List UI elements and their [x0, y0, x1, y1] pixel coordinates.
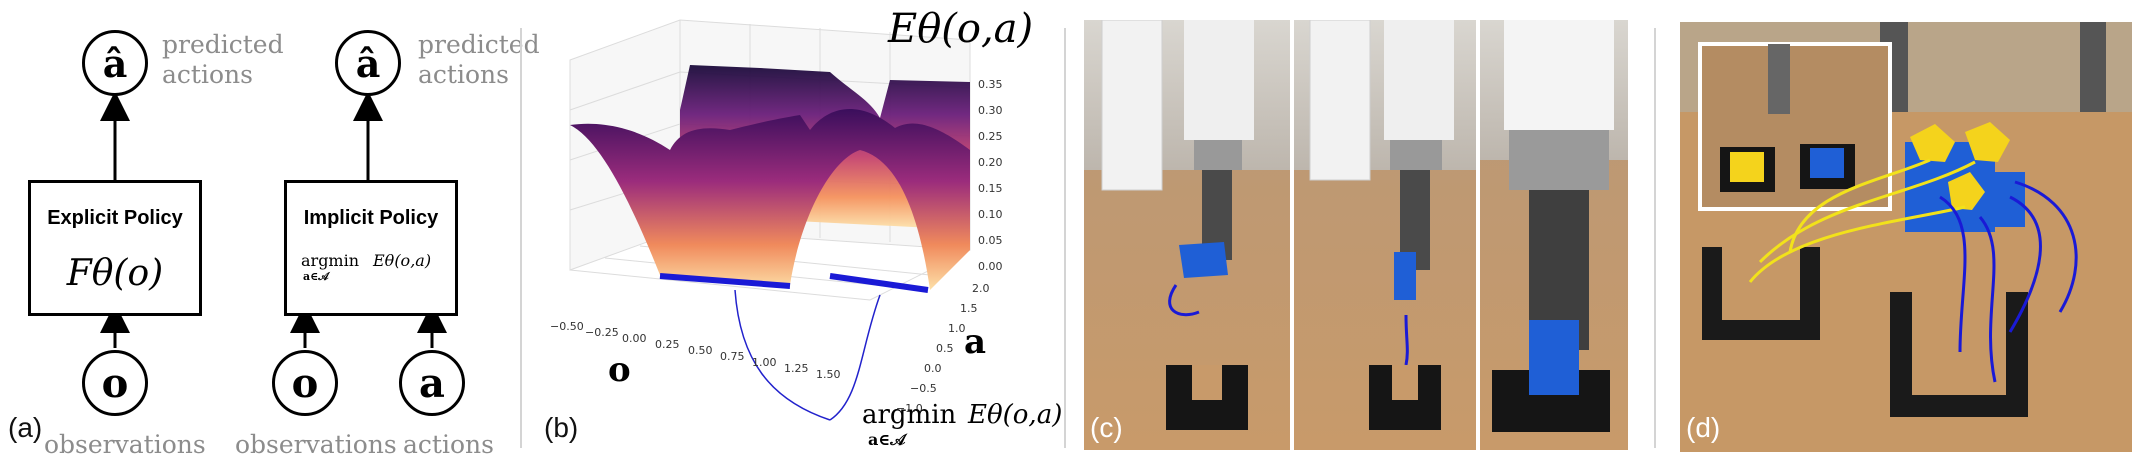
o-tick: 1.00 — [752, 356, 777, 369]
photo-frame-1 — [1084, 20, 1290, 450]
z-tick: 0.10 — [978, 208, 1003, 221]
implicit-policy-box: Implicit Policy argmin a∈𝒜 Eθ(o,a) — [284, 180, 458, 316]
o-tick: 0.00 — [622, 332, 647, 345]
axis-a-label: a — [964, 322, 987, 362]
z-tick: 0.00 — [978, 260, 1003, 273]
implicit-act-label: actions — [403, 430, 494, 459]
o-tick: 0.50 — [688, 344, 713, 357]
z-tick: 0.15 — [978, 182, 1003, 195]
a-tick: −0.5 — [910, 382, 937, 395]
z-axis-ticks: 0.35 0.30 0.25 0.20 0.15 0.10 0.05 0.00 — [978, 78, 1003, 273]
observation-symbol: o — [291, 359, 319, 407]
a-tick: −1.0 — [896, 402, 923, 415]
o-tick: 1.25 — [784, 362, 809, 375]
inset-start-state — [1698, 42, 1892, 211]
explicit-policy-formula: Fθ(o) — [66, 253, 164, 294]
explicit-policy-box: Explicit Policy Fθ(o) — [28, 180, 202, 316]
leader-line-1 — [734, 289, 831, 421]
output-label-line2: actions — [418, 60, 509, 89]
motion-paths — [1748, 158, 2078, 383]
o-tick: 0.75 — [720, 350, 745, 363]
o-axis-ticks: −0.50 −0.25 0.00 0.25 0.50 0.75 1.00 1.2… — [550, 320, 841, 381]
divider-a-b — [520, 28, 522, 448]
argmin-line-1 — [659, 273, 791, 289]
action-hat-symbol: â — [355, 40, 381, 86]
implicit-energy: Eθ(o,a) — [373, 251, 432, 270]
implicit-argmin: argmin a∈𝒜 — [301, 251, 359, 284]
implicit-output-label: predicted actions — [418, 30, 540, 90]
argmin-subscript: a∈𝒜 — [868, 430, 906, 449]
energy-surface-plot: 0.35 0.30 0.25 0.20 0.15 0.10 0.05 0.00 … — [550, 19, 1003, 421]
action-symbol: a — [419, 359, 445, 407]
panel-a-arrows — [100, 91, 447, 348]
z-tick: 0.30 — [978, 104, 1003, 117]
z-tick: 0.35 — [978, 78, 1003, 91]
divider-b-c — [1064, 28, 1066, 448]
implicit-observation-node: o — [272, 350, 338, 416]
explicit-policy-title: Explicit Policy — [47, 207, 183, 229]
a-tick: 0.5 — [936, 342, 954, 355]
observation-symbol: o — [101, 359, 129, 407]
panel-d-label: (d) — [1686, 412, 1721, 443]
panel-b-label: (b) — [544, 412, 579, 443]
explicit-action-node: â — [82, 30, 148, 96]
argmin-text: argmin — [862, 400, 957, 430]
z-tick: 0.05 — [978, 234, 1003, 247]
explicit-input-label: observations — [44, 430, 206, 459]
o-tick: 1.50 — [816, 368, 841, 381]
argmin-text: argmin — [301, 251, 360, 270]
a-tick: 0.0 — [924, 362, 942, 375]
o-tick: −0.50 — [550, 320, 584, 333]
o-tick: 0.25 — [655, 338, 680, 351]
explicit-output-label: predicted actions — [162, 30, 284, 90]
photo-frame-3 — [1480, 20, 1628, 450]
divider-c-d — [1654, 28, 1656, 448]
output-label-line2: actions — [162, 60, 253, 89]
photo-frame-2 — [1294, 20, 1476, 450]
blue-target-holder — [1890, 292, 2028, 417]
explicit-observation-node: o — [82, 350, 148, 416]
output-label-line1: predicted — [418, 30, 540, 59]
a-tick: 2.0 — [972, 282, 990, 295]
axis-o-label: o — [608, 350, 631, 390]
sorting-task-photo — [1680, 22, 2132, 452]
panel-c-label: (c) — [1090, 412, 1123, 443]
implicit-action-input-node: a — [399, 350, 465, 416]
a-tick: 1.0 — [948, 322, 966, 335]
blocks-cluster — [1905, 122, 2025, 232]
plot-title: Eθ(o,a) — [888, 6, 1034, 52]
o-tick: −0.25 — [585, 326, 619, 339]
leader-line-2 — [829, 294, 881, 421]
output-label-line1: predicted — [162, 30, 284, 59]
argmin-line-2 — [829, 273, 929, 293]
a-axis-ticks: 2.0 1.5 1.0 0.5 0.0 −0.5 −1.0 — [896, 282, 990, 415]
z-tick: 0.20 — [978, 156, 1003, 169]
implicit-obs-label: observations — [235, 430, 397, 459]
panel-a-label: (a) — [8, 412, 43, 443]
argmin-energy: Eθ(o,a) — [968, 400, 1063, 430]
surface-front — [570, 109, 970, 290]
a-tick: 1.5 — [960, 302, 978, 315]
robot-photo-sequence — [1084, 20, 1628, 450]
implicit-action-node: â — [335, 30, 401, 96]
argmin-subscript: a∈𝒜 — [303, 270, 329, 283]
z-tick: 0.25 — [978, 130, 1003, 143]
yellow-target-holder — [1702, 247, 1820, 340]
action-hat-symbol: â — [102, 40, 128, 86]
argmin-annotation: argmin a∈𝒜 — [862, 400, 956, 450]
implicit-policy-title: Implicit Policy — [303, 207, 439, 229]
